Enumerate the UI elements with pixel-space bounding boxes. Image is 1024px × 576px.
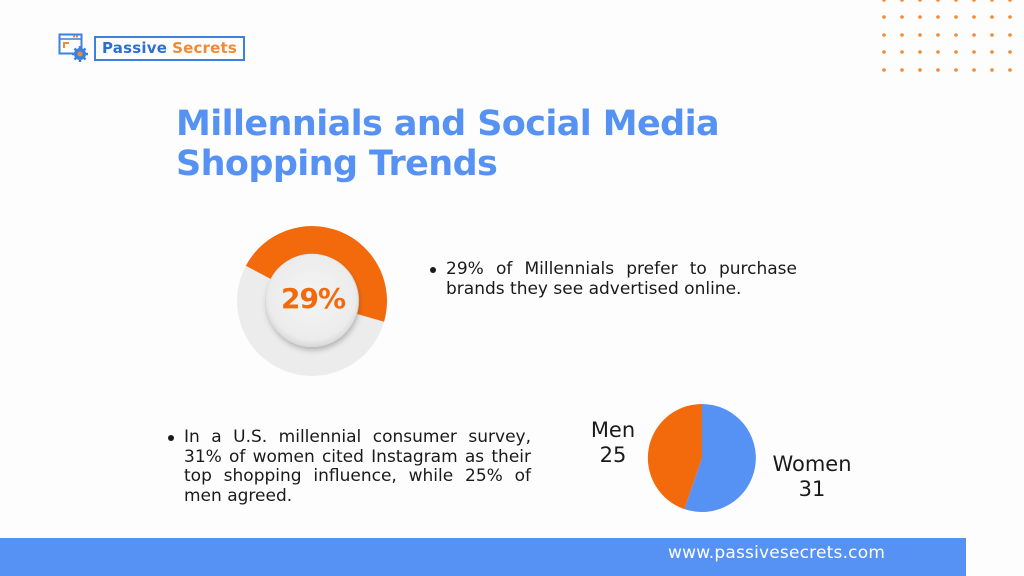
stat-bullet-2-text: In a U.S. millennial consumer survey, 31… <box>184 427 531 506</box>
bullet-dot-icon <box>168 435 174 441</box>
logo-text-primary: Passive <box>102 39 168 57</box>
footer-website-link[interactable]: www.passivesecrets.com <box>668 543 886 563</box>
bullet-dot-icon <box>430 267 436 273</box>
stat-bullet-2: In a U.S. millennial consumer survey, 31… <box>168 427 531 506</box>
pie-label-women-name: Women <box>772 452 852 476</box>
browser-gear-icon <box>58 33 88 62</box>
pie-label-men: Men 25 <box>585 418 641 468</box>
pie-label-women-value: 31 <box>798 477 826 501</box>
donut-center <box>266 255 358 347</box>
stat-bullet-1-text: 29% of Millennials prefer to purchase br… <box>446 259 797 299</box>
pie-slice-women <box>684 404 756 512</box>
pie-label-women: Women 31 <box>764 452 860 502</box>
donut-fill-arc <box>245 226 387 322</box>
donut-percent-label: 29% <box>280 282 346 315</box>
page-title: Millennials and Social Media Shopping Tr… <box>176 104 720 184</box>
footer-bar <box>0 538 966 576</box>
pie-label-men-name: Men <box>590 418 636 442</box>
gender-pie-chart <box>647 403 756 512</box>
pie-slice-men <box>647 403 702 510</box>
pie-label-men-value: 25 <box>599 443 627 467</box>
logo-wordmark: Passive Secrets <box>94 35 246 61</box>
donut-chart <box>237 226 387 376</box>
logo-text-secondary: Secrets <box>172 39 238 57</box>
stat-bullet-1: 29% of Millennials prefer to purchase br… <box>430 259 797 299</box>
title-line-2: Shopping Trends <box>176 144 498 184</box>
dot-grid-decoration <box>882 0 1012 72</box>
brand-logo[interactable]: Passive Secrets <box>58 33 246 63</box>
title-line-1: Millennials and Social Media <box>176 104 720 144</box>
